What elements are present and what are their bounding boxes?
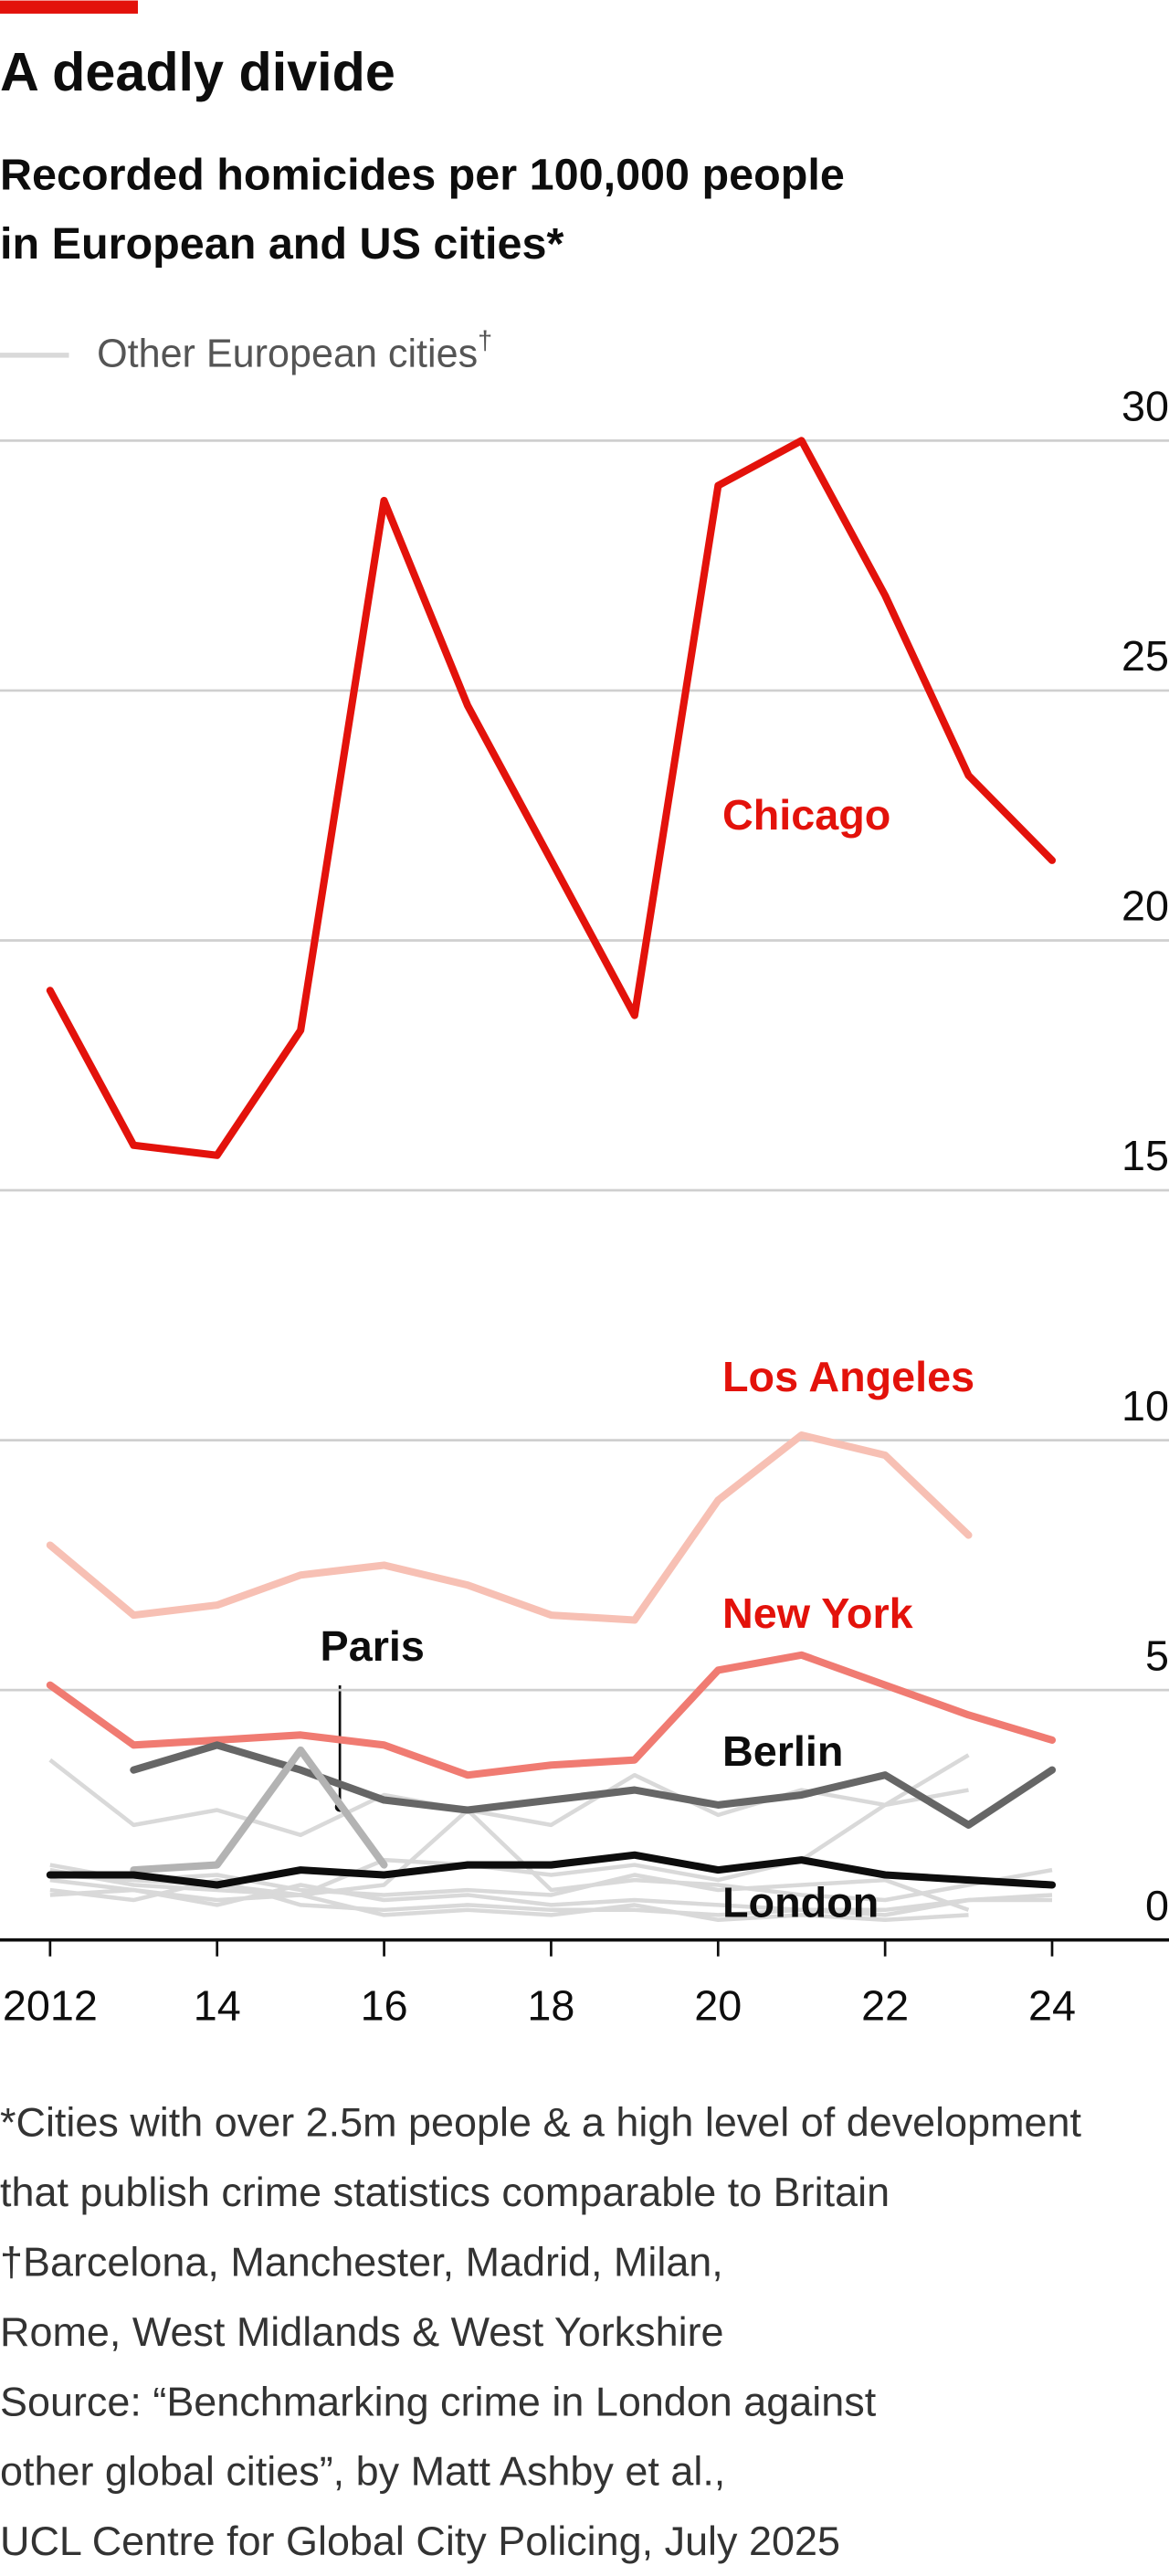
y-tick-label: 15 <box>1122 1132 1169 1179</box>
brand-bar <box>0 0 139 14</box>
series-line <box>46 1851 1057 1889</box>
series-line <box>46 1651 1057 1779</box>
legend-text: Other European cities <box>97 333 478 376</box>
y-tick-label: 25 <box>1122 632 1169 680</box>
footnote: UCL Centre for Global City Policing, Jul… <box>0 2518 840 2564</box>
y-tick-label: 30 <box>1122 383 1169 430</box>
x-tick-label: 22 <box>861 1982 909 2030</box>
series-line <box>46 437 1057 1159</box>
x-tick-label: 18 <box>527 1982 574 2030</box>
footnote: Source: “Benchmarking crime in London ag… <box>0 2378 877 2424</box>
footnote: *Cities with over 2.5m people & a high l… <box>0 2099 1082 2146</box>
x-tick-label: 2012 <box>3 1982 98 2030</box>
footnote: †Barcelona, Manchester, Madrid, Milan, <box>0 2239 723 2286</box>
y-tick-label: 0 <box>1145 1882 1169 1929</box>
series-line <box>46 1431 973 1624</box>
x-tick-label: 20 <box>694 1982 742 2030</box>
footnote: Rome, West Midlands & West Yorkshire <box>0 2308 724 2355</box>
y-tick-label: 10 <box>1122 1382 1169 1430</box>
footnote: that publish crime statistics comparable… <box>0 2169 890 2215</box>
y-tick-label: 20 <box>1122 882 1169 930</box>
background-line <box>49 1788 969 1897</box>
x-tick-label: 16 <box>361 1982 408 2030</box>
x-tick-label: 14 <box>194 1982 241 2030</box>
x-tick-label: 24 <box>1028 1982 1076 2030</box>
chart-subtitle: in European and US cities* <box>0 219 563 269</box>
series-label: Berlin <box>722 1727 843 1775</box>
chart-subtitle: Recorded homicides per 100,000 people <box>0 151 845 200</box>
background-line <box>49 1877 1053 1917</box>
series-label: London <box>722 1878 879 1926</box>
background-line <box>49 1863 970 1912</box>
series-label: Los Angeles <box>722 1353 974 1400</box>
y-tick-label: 5 <box>1145 1631 1169 1679</box>
chart-title: A deadly divide <box>0 41 395 102</box>
legend-label: Other European cities† <box>97 326 492 376</box>
series-line <box>130 1746 388 1874</box>
footnote: other global cities”, by Matt Ashby et a… <box>0 2448 725 2495</box>
background-line <box>49 1883 1052 1917</box>
legend-dagger: † <box>478 326 492 355</box>
background-line <box>49 1877 969 1923</box>
series-label: Paris <box>321 1622 425 1670</box>
series-label: New York <box>722 1589 914 1637</box>
series-label: Chicago <box>722 791 890 839</box>
